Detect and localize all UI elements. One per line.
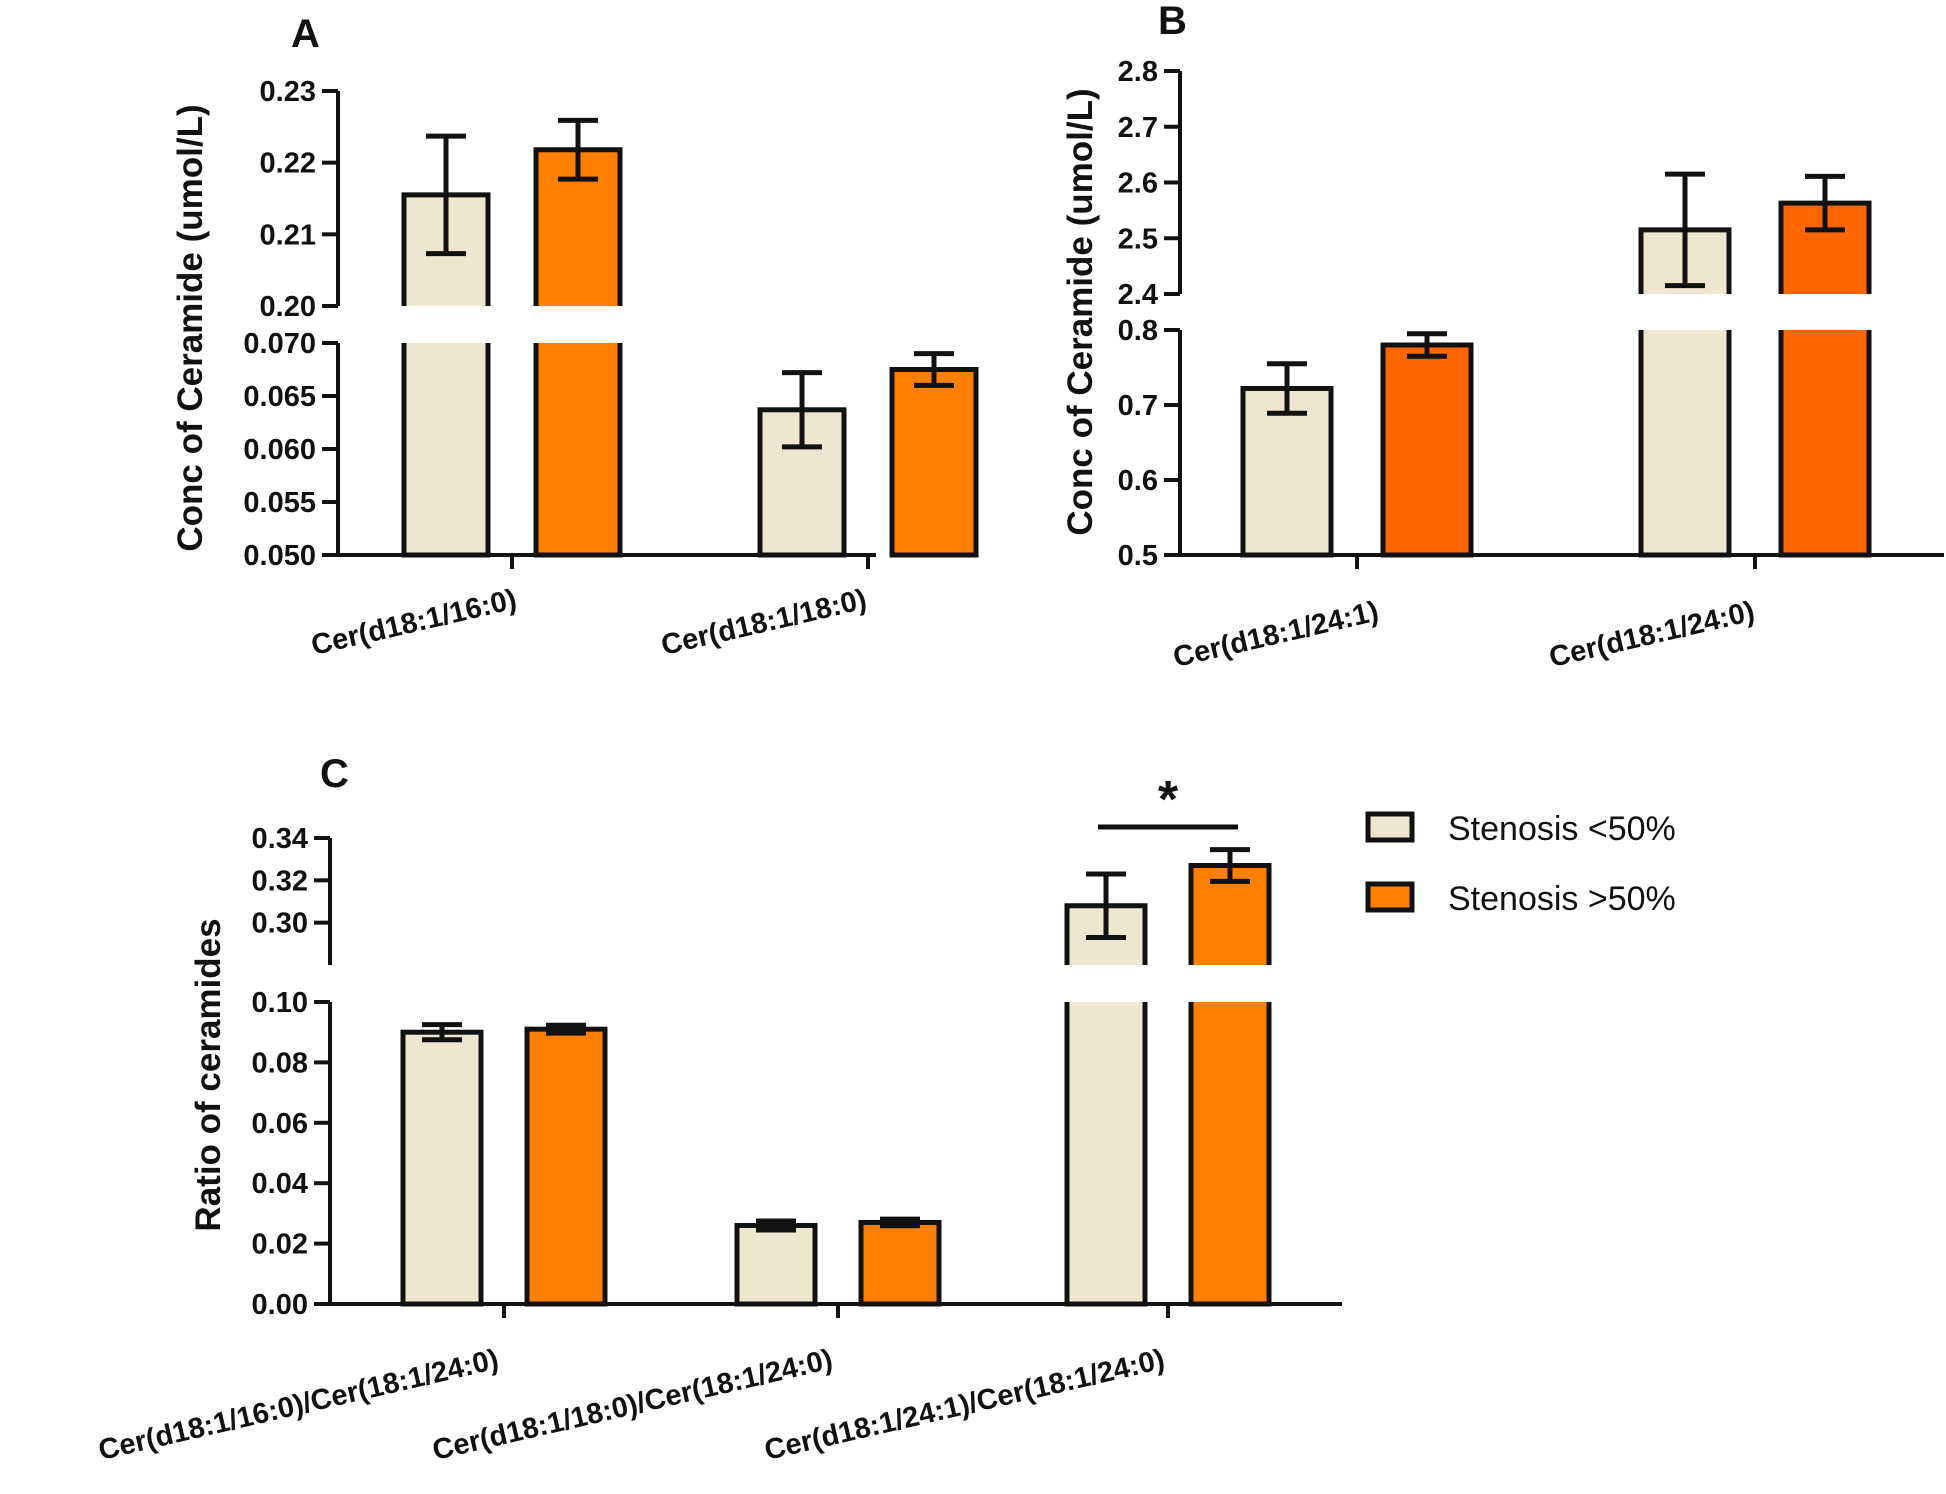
significance-star: * xyxy=(1158,771,1179,829)
panel-a-plot: 0.050 0.055 0.060 0.065 0.070 0.20 0.21 0.22 0.2… xyxy=(243,76,979,662)
y-tick-label: 0.02 xyxy=(252,1229,308,1261)
bar xyxy=(1064,1002,1148,1307)
y-tick-label: 0.22 xyxy=(260,148,316,180)
y-tick-label: 0.6 xyxy=(1118,465,1158,497)
panel-a-label: A xyxy=(291,12,320,56)
y-tick-label: 0.23 xyxy=(260,76,316,108)
bar xyxy=(1380,342,1474,558)
y-tick-label: 0.32 xyxy=(252,865,308,897)
y-tick-label: 2.4 xyxy=(1118,279,1158,311)
bar xyxy=(1188,1002,1272,1307)
legend-swatch-gt50 xyxy=(1365,881,1415,913)
y-tick-label: 0.055 xyxy=(243,487,316,519)
panel-c-plot: 0.000.020.040.060.080.100.300.320.34Cer(… xyxy=(95,771,1342,1467)
y-tick-label: 0.10 xyxy=(252,987,308,1019)
bar xyxy=(400,1029,484,1307)
legend-swatch-lt50 xyxy=(1365,811,1415,843)
y-tick-label: 0.34 xyxy=(252,823,308,855)
y-tick-label: 0.21 xyxy=(260,219,316,251)
legend-label-lt50: Stenosis <50% xyxy=(1448,810,1676,848)
y-tick-label: 0.00 xyxy=(252,1289,308,1321)
y-tick-label: 2.7 xyxy=(1118,112,1158,144)
y-tick-label: 0.5 xyxy=(1118,540,1158,572)
legend-label-gt50: Stenosis >50% xyxy=(1448,880,1676,918)
panel-b-label: B xyxy=(1158,0,1187,43)
x-tick-label: Cer(d18:1/24:1) xyxy=(1170,596,1381,674)
bar xyxy=(858,1219,942,1307)
panel-c-ylabel: Ratio of ceramides xyxy=(189,918,228,1231)
y-tick-label: 0.8 xyxy=(1118,315,1158,347)
panel-b-ylabel: Conc of Ceramide (umol/L) xyxy=(1061,88,1100,535)
y-tick-label: 0.04 xyxy=(252,1168,308,1200)
bar xyxy=(1778,330,1872,558)
bar xyxy=(734,1222,818,1307)
y-tick-label: 2.8 xyxy=(1118,56,1158,88)
y-tick-label: 2.6 xyxy=(1118,168,1158,200)
panel-c-label: C xyxy=(320,752,349,796)
y-tick-label: 0.08 xyxy=(252,1047,308,1079)
y-tick-label: 0.20 xyxy=(260,291,316,323)
x-tick-label: Cer(d18:1/16:0) xyxy=(308,584,519,662)
bar xyxy=(1240,386,1334,558)
x-tick-label: Cer(d18:1/24:0) xyxy=(1546,596,1757,674)
y-tick-label: 0.06 xyxy=(252,1108,308,1140)
y-tick-label: 0.065 xyxy=(243,381,316,413)
bar xyxy=(401,343,491,558)
y-tick-label: 2.5 xyxy=(1118,223,1158,255)
bar xyxy=(533,343,623,558)
bar xyxy=(524,1026,608,1307)
bar xyxy=(889,367,979,558)
y-tick-label: 0.070 xyxy=(243,328,316,360)
legend: Stenosis <50% Stenosis >50% xyxy=(1365,810,1676,918)
y-tick-label: 0.7 xyxy=(1118,390,1158,422)
y-tick-label: 0.30 xyxy=(252,908,308,940)
y-tick-label: 0.060 xyxy=(243,434,316,466)
bar xyxy=(1638,330,1732,558)
y-tick-label: 0.050 xyxy=(243,540,316,572)
panel-b-plot: 0.5 0.6 0.7 0.8 2.4 2.5 2.6 2.7 2.8 Cer(d18:1/24:… xyxy=(1118,56,1944,674)
panel-a-ylabel: Conc of Ceramide (umol/L) xyxy=(171,104,210,551)
x-tick-label: Cer(d18:1/18:0) xyxy=(658,584,869,662)
